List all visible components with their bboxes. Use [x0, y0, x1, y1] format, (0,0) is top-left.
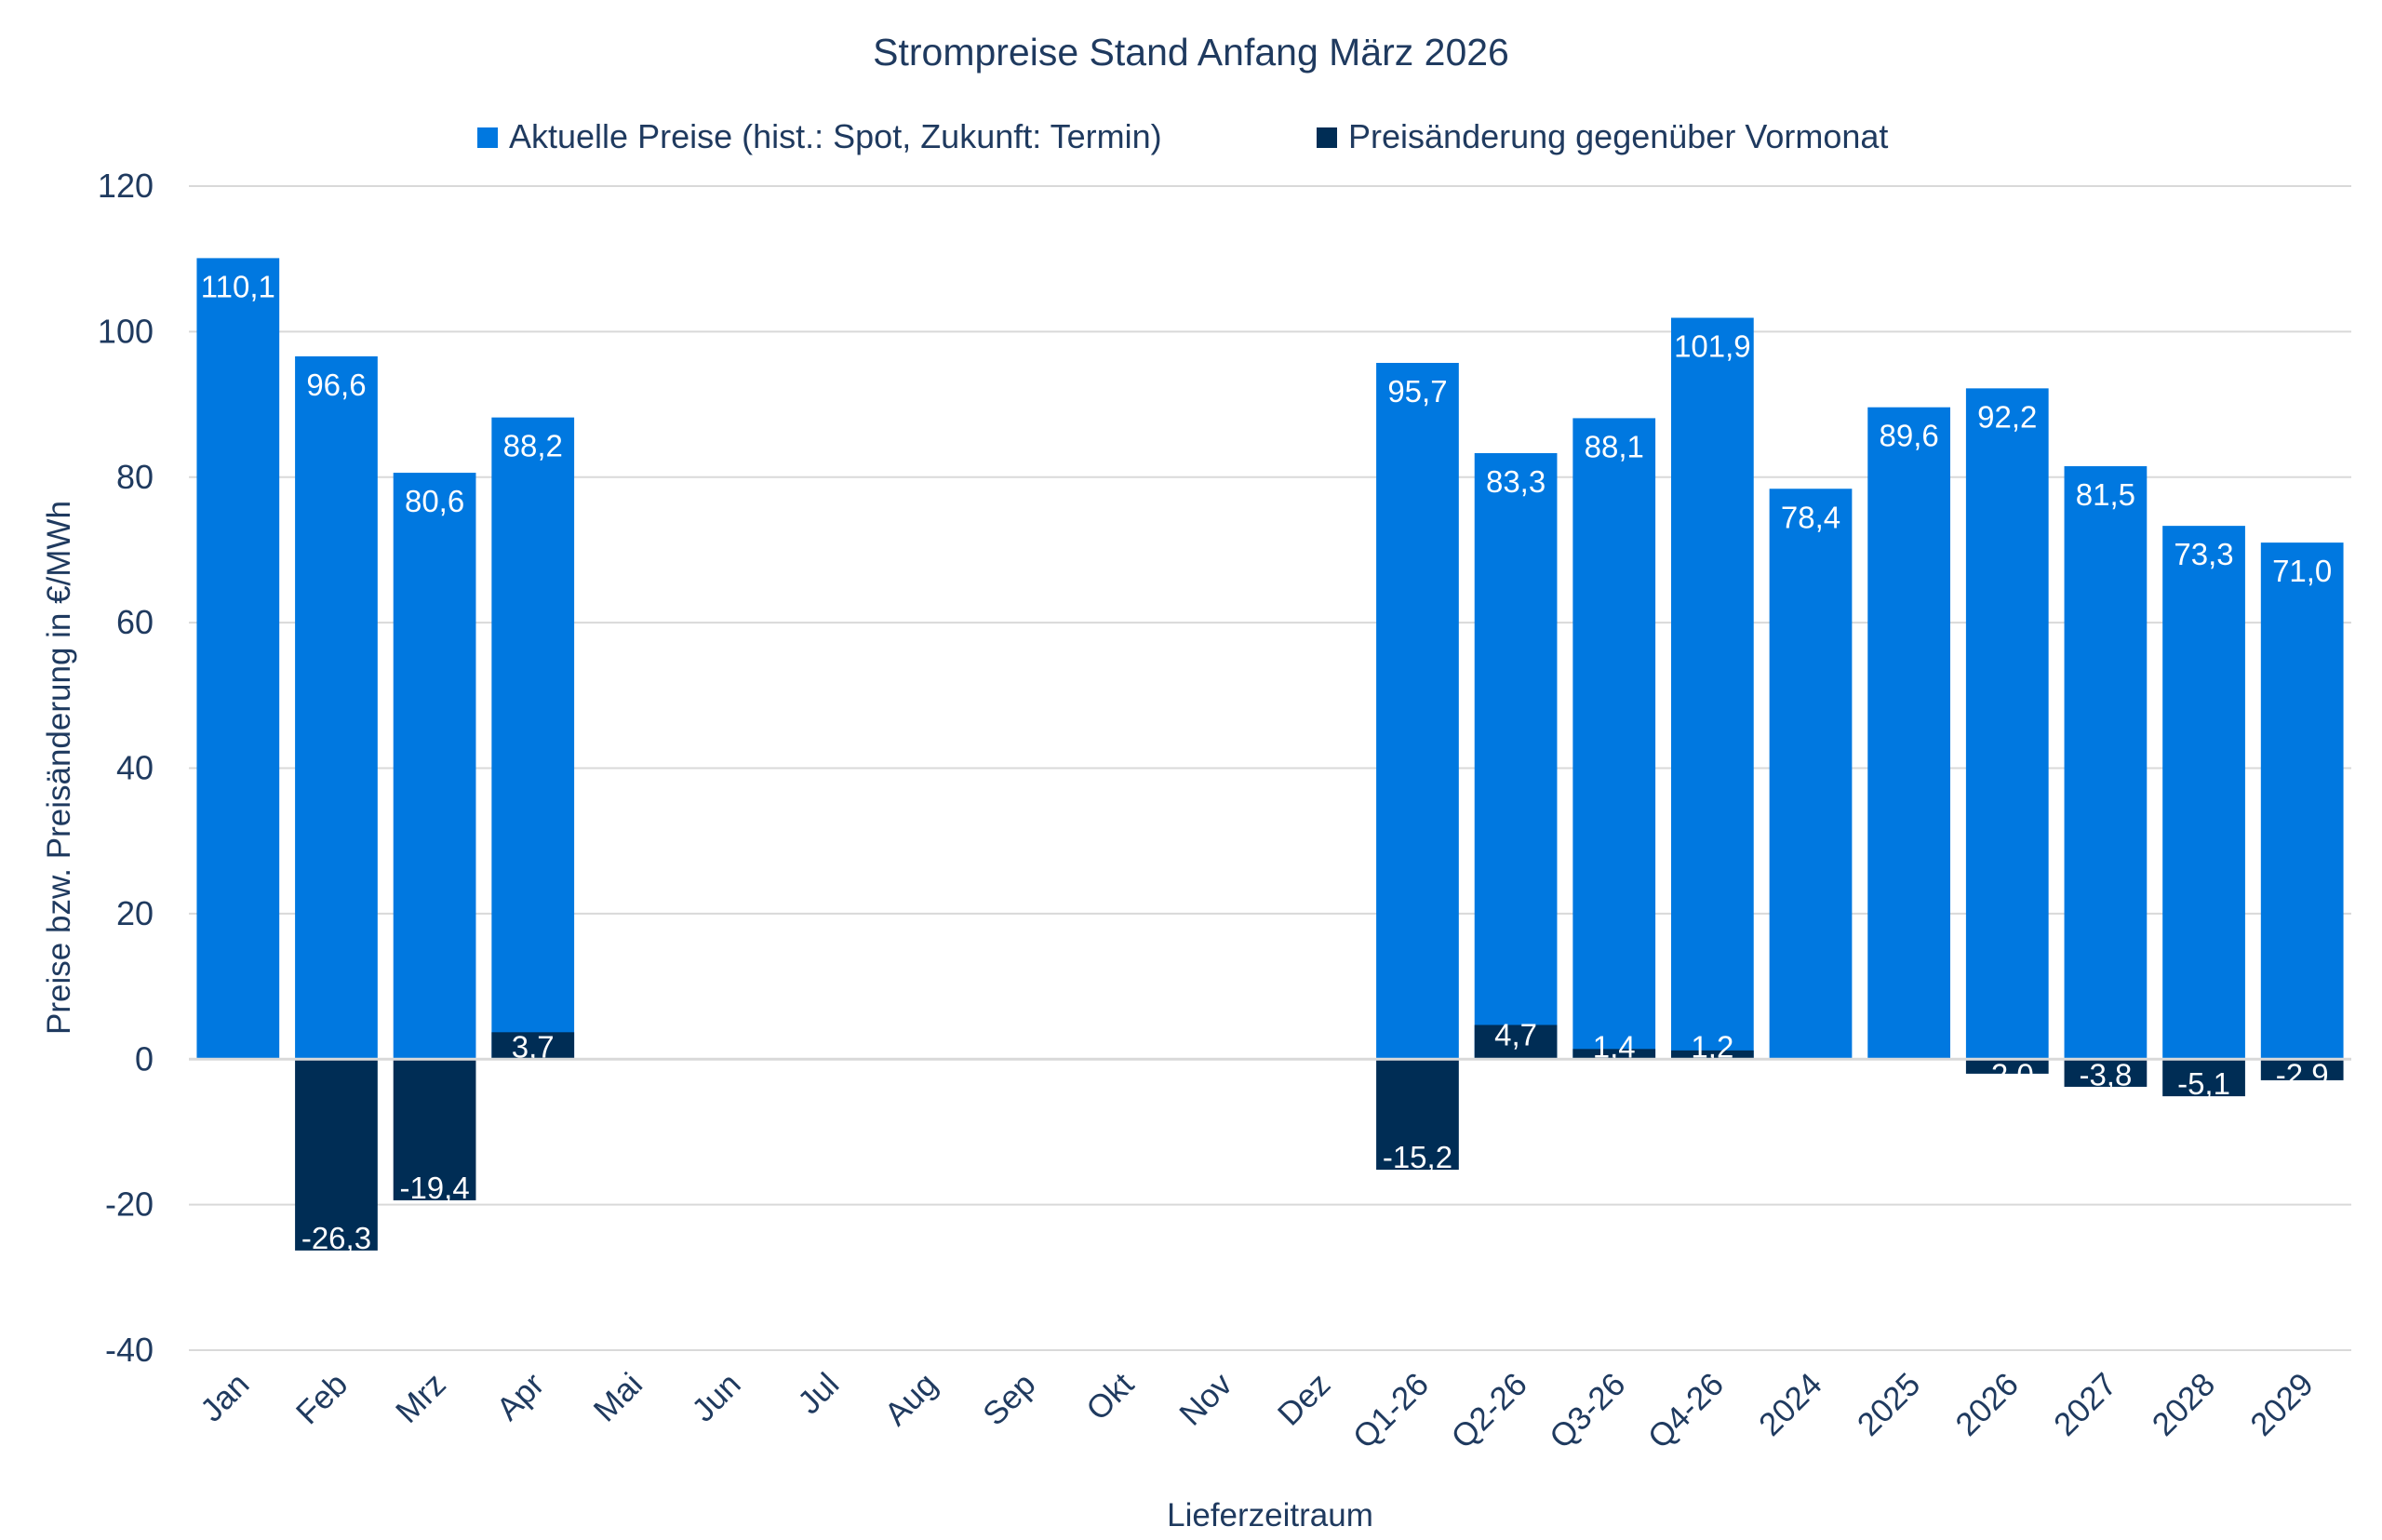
price-data-label: 88,2	[503, 429, 563, 463]
price-data-label: 96,6	[306, 368, 366, 402]
change-bar	[2162, 1059, 2245, 1097]
x-tick-label: Sep	[976, 1366, 1043, 1433]
price-data-label: 92,2	[1977, 399, 2037, 434]
legend-swatch-prices	[477, 127, 498, 148]
price-bar	[295, 355, 378, 1060]
change-bar	[1474, 1024, 1558, 1060]
y-tick-label: 80	[116, 458, 154, 496]
change-data-label: -15,2	[1383, 1140, 1452, 1174]
y-tick-label: 0	[135, 1039, 154, 1078]
price-bar	[1376, 362, 1459, 1060]
price-bar	[2064, 466, 2148, 1060]
x-axis-title: Lieferzeitraum	[1167, 1497, 1373, 1533]
x-tick-label: 2029	[2243, 1366, 2321, 1443]
x-tick-label: 2025	[1851, 1366, 1928, 1443]
legend: Aktuelle Preise (hist.: Spot, Zukunft: T…	[477, 117, 1888, 155]
x-tick-label: 2028	[2146, 1366, 2223, 1443]
change-data-label: -19,4	[399, 1171, 469, 1205]
y-tick-label: 100	[98, 312, 154, 350]
price-bar	[2260, 542, 2344, 1060]
price-data-label: 89,6	[1880, 419, 1939, 453]
change-bar	[2064, 1059, 2148, 1087]
legend-label-prices: Aktuelle Preise (hist.: Spot, Zukunft: T…	[509, 117, 1162, 155]
price-bar	[393, 473, 476, 1060]
x-tick-label: Q3-26	[1543, 1366, 1632, 1455]
price-bar	[1474, 452, 1558, 1060]
x-tick-label: Feb	[289, 1366, 355, 1431]
change-bar	[1376, 1059, 1459, 1171]
change-bar	[295, 1059, 378, 1251]
change-bar	[1670, 1050, 1754, 1060]
x-tick-label: Q2-26	[1444, 1366, 1533, 1455]
x-tick-label: Nov	[1172, 1366, 1239, 1433]
price-data-label: 110,1	[201, 269, 275, 303]
x-tick-label: 2027	[2047, 1366, 2124, 1443]
legend-label-change: Preisänderung gegenüber Vormonat	[1348, 117, 1888, 155]
change-data-label: -5,1	[2177, 1066, 2230, 1101]
x-tick-label: Mrz	[389, 1366, 453, 1430]
change-data-label: -2,0	[1981, 1057, 2034, 1091]
change-bar	[491, 1032, 575, 1060]
x-tick-label: 2024	[1752, 1366, 1829, 1443]
change-data-label: -26,3	[301, 1221, 371, 1255]
change-data-label: -2,9	[2276, 1057, 2329, 1091]
price-bar	[2162, 526, 2245, 1060]
y-tick-label: 120	[98, 167, 154, 205]
legend-swatch-change	[1317, 127, 1337, 148]
x-tick-label: Q4-26	[1641, 1366, 1731, 1455]
price-data-label: 83,3	[1486, 464, 1546, 499]
y-tick-label: -20	[105, 1185, 154, 1224]
chart-title: Strompreise Stand Anfang März 2026	[873, 31, 1509, 74]
change-data-label: 4,7	[1494, 1018, 1537, 1052]
price-bar	[1572, 418, 1656, 1060]
x-tick-label: Okt	[1079, 1366, 1141, 1427]
y-tick-label: 60	[116, 603, 154, 641]
price-bar	[196, 258, 280, 1060]
y-axis-title: Preise bzw. Preisänderung in €/MWh	[41, 501, 77, 1035]
price-data-label: 73,3	[2174, 537, 2233, 571]
price-data-label: 101,9	[1674, 329, 1751, 364]
x-tick-label: Q1-26	[1346, 1366, 1436, 1455]
price-data-label: 81,5	[2076, 477, 2135, 512]
x-tick-label: 2026	[1948, 1366, 2026, 1443]
price-bar	[1670, 317, 1754, 1060]
x-tick-label: Jul	[791, 1366, 846, 1421]
change-bar	[393, 1059, 476, 1200]
price-data-label: 80,6	[405, 484, 464, 518]
x-tick-label: Apr	[489, 1366, 551, 1427]
change-bar	[2260, 1059, 2344, 1080]
price-bar	[1965, 388, 2049, 1060]
x-tick-label: Dez	[1271, 1366, 1338, 1433]
x-tick-label: Mai	[587, 1366, 649, 1428]
price-bar	[1867, 407, 1951, 1060]
change-bar	[1965, 1059, 2049, 1074]
x-tick-label: Jun	[685, 1366, 747, 1428]
price-bar	[1769, 489, 1853, 1060]
price-bar	[491, 417, 575, 1060]
y-tick-label: 40	[116, 749, 154, 787]
x-tick-label: Aug	[877, 1366, 944, 1433]
price-data-label: 88,1	[1585, 429, 1644, 463]
price-data-label: 95,7	[1387, 374, 1447, 408]
change-bar	[1572, 1049, 1656, 1060]
price-data-label: 71,0	[2272, 554, 2332, 588]
change-data-label: -3,8	[2079, 1057, 2132, 1091]
price-data-label: 78,4	[1781, 500, 1840, 534]
y-tick-label: 20	[116, 894, 154, 932]
y-tick-label: -40	[105, 1331, 154, 1369]
x-tick-label: Jan	[194, 1366, 256, 1428]
